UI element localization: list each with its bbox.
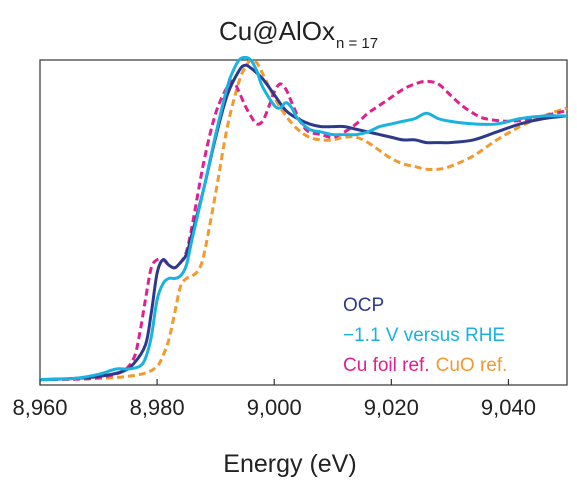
legend-item-cuo: CuO ref. xyxy=(436,355,508,376)
chart-title: Cu@AlOxn = 17 xyxy=(219,16,378,52)
plot-area xyxy=(39,59,568,386)
legend-item-neg-1-1v: −1.1 V versus RHE xyxy=(343,325,505,346)
x-axis-ticks: 8,960 8,980 9,000 9,020 9,040 xyxy=(12,379,536,420)
series-ocp-line xyxy=(39,63,568,382)
series-neg-1-1v-line xyxy=(39,55,568,382)
chart-title-subscript: n = 17 xyxy=(336,35,378,52)
x-tick-label: 8,960 xyxy=(12,395,67,420)
x-tick-label: 9,000 xyxy=(247,395,302,420)
x-tick-label: 9,040 xyxy=(481,395,536,420)
x-axis-label: Energy (eV) xyxy=(223,450,356,478)
series-layer xyxy=(39,55,568,382)
x-tick-label: 9,020 xyxy=(364,395,419,420)
legend: OCP −1.1 V versus RHE Cu foil ref. CuO re… xyxy=(343,295,507,376)
chart-title-main: Cu@AlOx xyxy=(219,16,335,46)
plot-frame-border xyxy=(39,59,568,386)
x-tick-label: 8,980 xyxy=(130,395,185,420)
legend-item-cu-foil-cuo: Cu foil ref. CuO ref. xyxy=(343,355,507,376)
legend-item-cu-foil: Cu foil ref. xyxy=(343,355,430,376)
series-cuo-line xyxy=(39,58,568,382)
series-cu-foil-line xyxy=(39,79,568,382)
legend-item-ocp: OCP xyxy=(343,295,384,316)
